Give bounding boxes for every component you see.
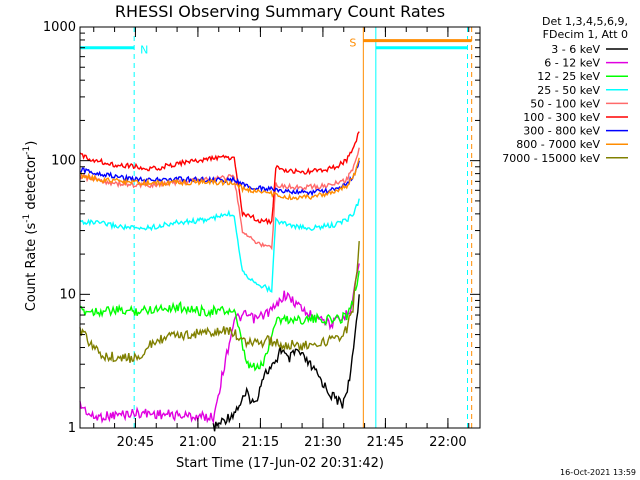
flag-label: N	[140, 44, 148, 57]
x-tick-label: 21:30	[304, 435, 341, 450]
y-tick-label: 1	[68, 421, 76, 436]
legend-entry-label: 25 - 50 keV	[537, 84, 600, 97]
y-axis-label: Count Rate (s-1 detector-1)	[22, 141, 39, 312]
plot-frame	[79, 26, 481, 429]
footer-timestamp: 16-Oct-2021 13:59	[560, 468, 636, 477]
y-tick-label: 100	[51, 154, 76, 169]
legend-header-line-2: FDecim 1, Att 0	[543, 28, 628, 41]
x-tick-label: 20:45	[117, 435, 154, 450]
legend-entry-label: 7000 - 15000 keV	[502, 152, 600, 165]
y-axis-label-mid: detector	[24, 154, 39, 214]
x-tick-label: 22:00	[429, 435, 466, 450]
y-axis-label-main: Count Rate (s	[24, 223, 39, 312]
flag-label: S	[349, 37, 356, 50]
series-line	[79, 160, 360, 197]
y-axis-label-end: )	[24, 141, 39, 146]
series-line	[212, 294, 360, 432]
series-line	[79, 241, 360, 363]
x-axis: 20:45 21:00 21:15 21:30 21:45 22:00	[93, 27, 470, 450]
y-axis: 1 10 100 1000	[43, 20, 480, 436]
chart-title: RHESSI Observing Summary Count Rates	[115, 2, 445, 21]
y-axis-label-sup-2: -1	[22, 146, 32, 155]
legend-entry-label: 6 - 12 keV	[544, 57, 600, 70]
x-tick-label: 21:00	[179, 435, 216, 450]
legend-entry-label: 100 - 300 keV	[523, 111, 600, 124]
x-tick-label: 21:45	[367, 435, 404, 450]
y-tick-label: 10	[59, 287, 76, 302]
legend-entry-label: 12 - 25 keV	[537, 70, 600, 83]
legend-entry-label: 800 - 7000 keV	[516, 138, 600, 151]
legend-entry-label: 300 - 800 keV	[523, 125, 600, 138]
legend-header-line-1: Det 1,3,4,5,6,9,	[542, 15, 628, 28]
y-tick-label: 1000	[43, 20, 76, 35]
y-axis-label-sup-1: -1	[22, 214, 32, 223]
series-line	[79, 270, 360, 372]
legend-entry-label: 3 - 6 keV	[551, 43, 600, 56]
series-line	[79, 131, 360, 226]
x-axis-label: Start Time (17-Jun-02 20:31:42)	[176, 456, 384, 471]
series-line	[79, 198, 360, 293]
series-line	[79, 157, 360, 201]
x-tick-label: 21:15	[242, 435, 279, 450]
legend-entry-label: 50 - 100 keV	[530, 97, 600, 110]
plot-area: NS	[79, 27, 473, 432]
legend: Det 1,3,4,5,6,9, FDecim 1, Att 0 3 - 6 k…	[502, 15, 628, 165]
